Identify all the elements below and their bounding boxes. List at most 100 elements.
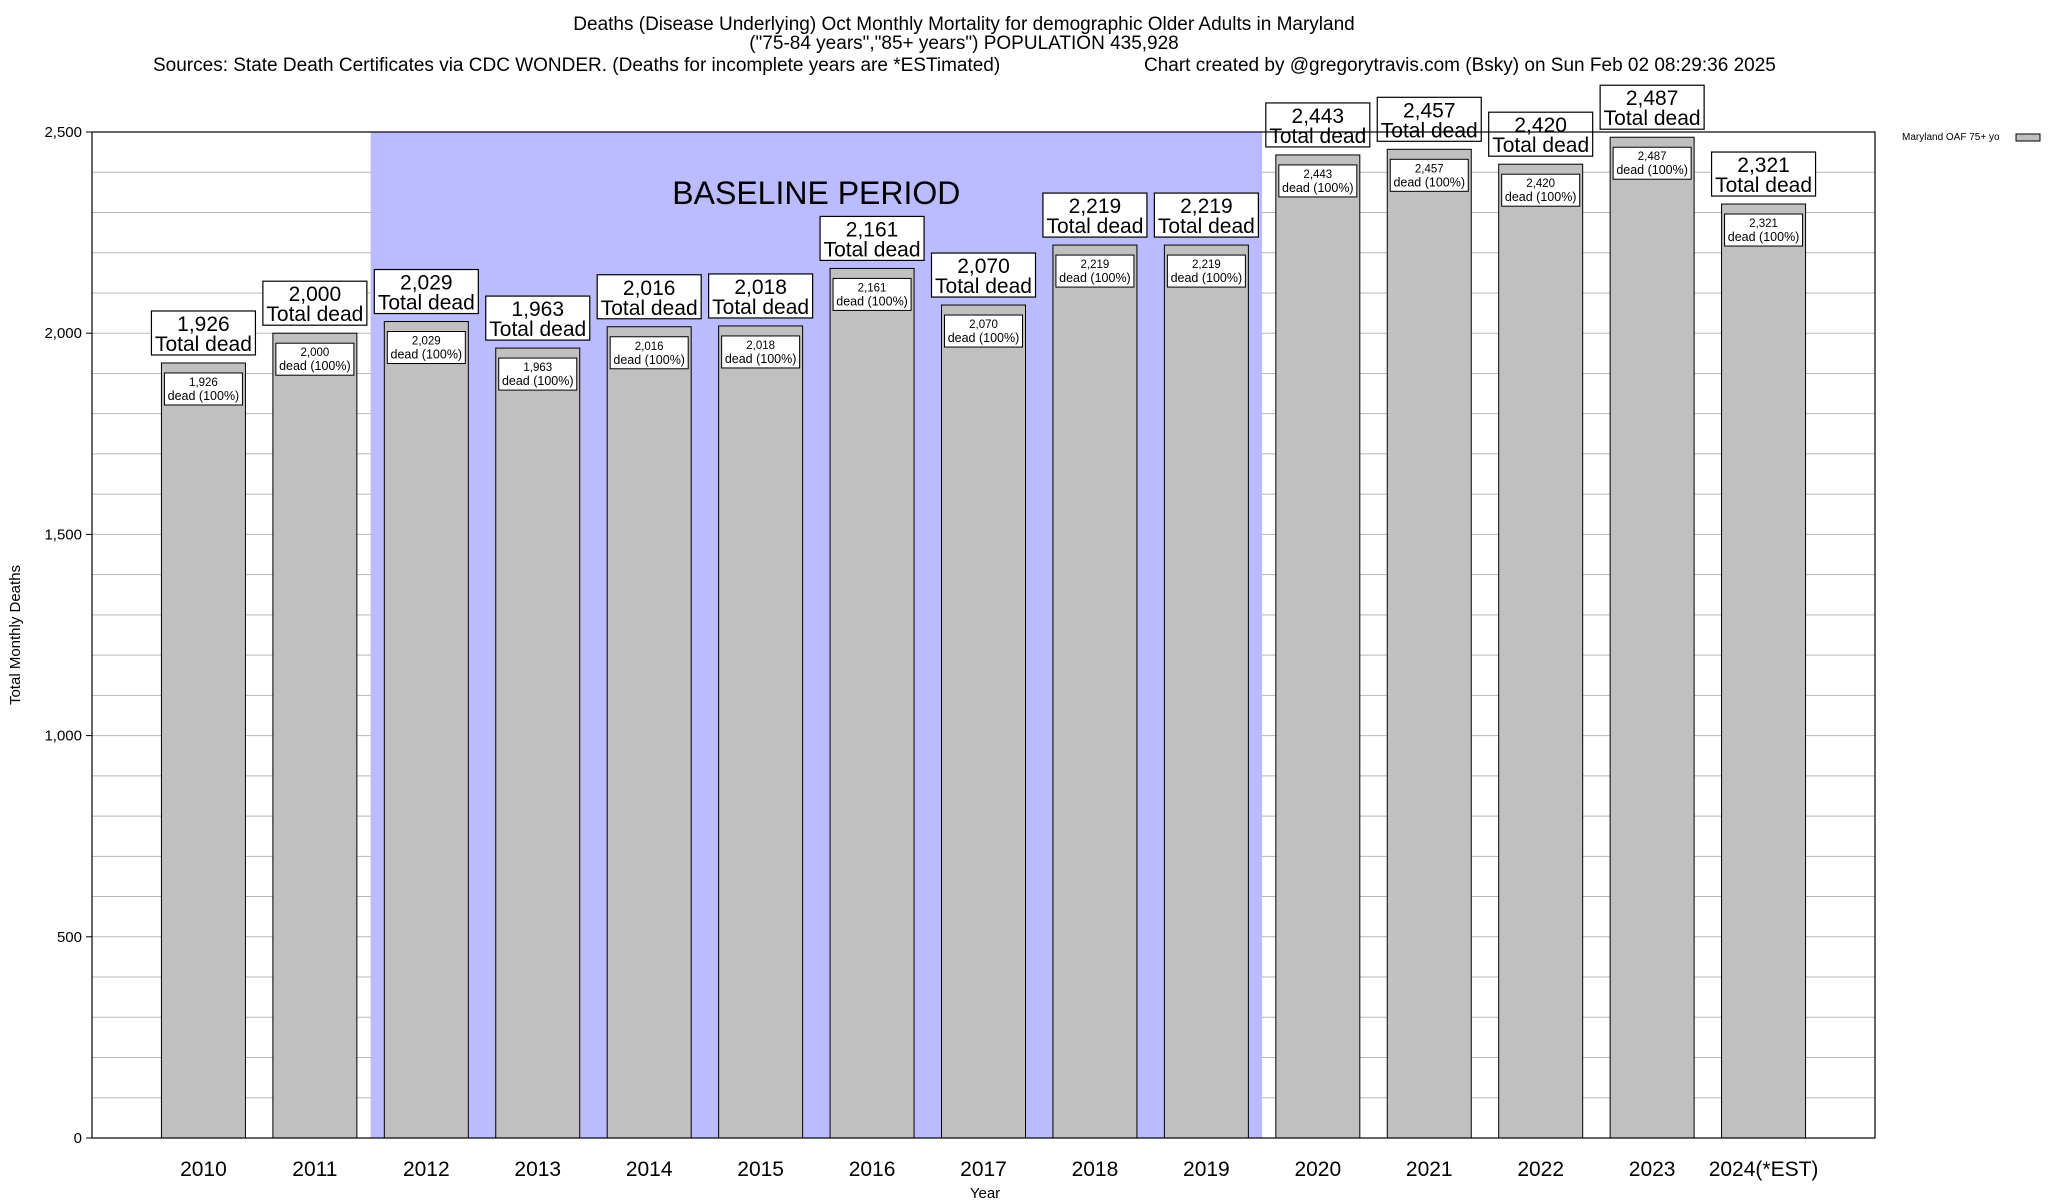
x-tick-label: 2018 bbox=[1072, 1158, 1119, 1181]
inner-percent-label: dead (100%) bbox=[725, 352, 797, 366]
top-label-box bbox=[1042, 192, 1148, 238]
top-suffix-label: Total dead bbox=[155, 333, 252, 356]
top-label-box bbox=[708, 273, 814, 319]
inner-value-label: 2,018 bbox=[746, 340, 775, 352]
top-suffix-label: Total dead bbox=[1269, 125, 1366, 148]
top-value-label: 2,219 bbox=[1180, 195, 1233, 218]
inner-percent-label: dead (100%) bbox=[836, 294, 908, 308]
top-suffix-label: Total dead bbox=[935, 275, 1032, 298]
y-tick-label: 0 bbox=[74, 1130, 82, 1147]
inner-label-box bbox=[944, 314, 1023, 348]
x-axis-label: Year bbox=[970, 1185, 1000, 1200]
top-label-box bbox=[1488, 111, 1594, 157]
inner-percent-label: dead (100%) bbox=[391, 348, 463, 362]
x-tick-label: 2014 bbox=[626, 1158, 673, 1181]
inner-percent-label: dead (100%) bbox=[948, 331, 1020, 345]
top-label-box bbox=[485, 295, 591, 341]
chart-title-line-1: Deaths (Disease Underlying) Oct Monthly … bbox=[573, 14, 1355, 35]
inner-label-box bbox=[721, 335, 801, 369]
top-label-box bbox=[1265, 102, 1371, 148]
inner-label-box bbox=[1278, 164, 1358, 198]
inner-label-box bbox=[1055, 254, 1135, 288]
top-value-label: 2,000 bbox=[289, 283, 342, 306]
inner-percent-label: dead (100%) bbox=[1393, 175, 1465, 189]
inner-value-label: 2,219 bbox=[1081, 259, 1110, 271]
inner-percent-label: dead (100%) bbox=[1171, 271, 1243, 285]
top-suffix-label: Total dead bbox=[712, 296, 809, 319]
top-value-label: 2,219 bbox=[1069, 195, 1122, 218]
inner-percent-label: dead (100%) bbox=[502, 374, 574, 388]
top-value-label: 2,443 bbox=[1292, 105, 1345, 128]
chart-title-line-2: ("75-84 years","85+ years") POPULATION 4… bbox=[749, 33, 1179, 54]
top-suffix-label: Total dead bbox=[1715, 174, 1812, 197]
top-label-box bbox=[1153, 192, 1259, 238]
top-value-label: 2,457 bbox=[1403, 99, 1456, 122]
inner-percent-label: dead (100%) bbox=[279, 359, 351, 373]
x-tick-label: 2023 bbox=[1629, 1158, 1676, 1181]
x-tick-label: 2013 bbox=[514, 1158, 561, 1181]
top-label-box bbox=[1376, 96, 1482, 142]
legend-label: Maryland OAF 75+ yo bbox=[1902, 132, 2000, 143]
inner-value-label: 2,219 bbox=[1192, 259, 1221, 271]
inner-value-label: 2,321 bbox=[1749, 218, 1778, 230]
inner-value-label: 1,926 bbox=[189, 377, 218, 389]
inner-value-label: 1,963 bbox=[523, 362, 552, 374]
top-label-box bbox=[1710, 151, 1817, 197]
bar-2019 bbox=[1163, 244, 1249, 1139]
bar-2012 bbox=[383, 321, 469, 1139]
inner-percent-label: dead (100%) bbox=[1282, 181, 1354, 195]
x-tick-label: 2019 bbox=[1183, 1158, 1230, 1181]
inner-label-box bbox=[832, 277, 912, 311]
inner-percent-label: dead (100%) bbox=[1505, 190, 1577, 204]
y-tick-label: 500 bbox=[57, 929, 82, 946]
x-tick-label: 2012 bbox=[403, 1158, 450, 1181]
bar-2011 bbox=[272, 332, 358, 1139]
top-suffix-label: Total dead bbox=[1604, 107, 1701, 130]
top-value-label: 2,070 bbox=[957, 255, 1010, 278]
top-value-label: 2,029 bbox=[400, 272, 453, 295]
top-suffix-label: Total dead bbox=[266, 303, 363, 326]
bar-2015 bbox=[718, 325, 804, 1139]
top-suffix-label: Total dead bbox=[1158, 215, 1255, 238]
chart-sources-note: Sources: State Death Certificates via CD… bbox=[153, 55, 1001, 76]
inner-label-box bbox=[1166, 254, 1246, 288]
bar-2017 bbox=[941, 304, 1026, 1139]
inner-value-label: 2,016 bbox=[635, 341, 664, 353]
top-suffix-label: Total dead bbox=[824, 238, 921, 261]
top-suffix-label: Total dead bbox=[378, 292, 475, 315]
top-suffix-label: Total dead bbox=[1492, 134, 1589, 157]
top-suffix-label: Total dead bbox=[1046, 215, 1143, 238]
bar-2020 bbox=[1275, 154, 1361, 1139]
inner-label-box bbox=[163, 372, 243, 406]
chart-credit-note: Chart created by @gregorytravis.com (Bsk… bbox=[1144, 55, 1776, 76]
x-tick-label: 2024(*EST) bbox=[1709, 1158, 1819, 1181]
top-value-label: 2,016 bbox=[623, 277, 676, 300]
top-value-label: 2,487 bbox=[1626, 87, 1679, 110]
inner-percent-label: dead (100%) bbox=[613, 353, 685, 367]
x-tick-label: 2010 bbox=[180, 1158, 227, 1181]
inner-label-box bbox=[1501, 173, 1581, 207]
x-tick-label: 2021 bbox=[1406, 1158, 1453, 1181]
inner-value-label: 2,487 bbox=[1638, 151, 1667, 163]
inner-value-label: 2,029 bbox=[412, 336, 441, 348]
bar-2021 bbox=[1386, 148, 1472, 1139]
inner-percent-label: dead (100%) bbox=[168, 389, 240, 403]
x-tick-label: 2017 bbox=[960, 1158, 1007, 1181]
y-tick-label: 1,000 bbox=[44, 728, 82, 745]
x-tick-label: 2020 bbox=[1294, 1158, 1341, 1181]
x-tick-label: 2015 bbox=[737, 1158, 784, 1181]
bar-2013 bbox=[495, 347, 581, 1139]
inner-value-label: 2,161 bbox=[858, 282, 887, 294]
baseline-period-label: BASELINE PERIOD bbox=[672, 175, 960, 211]
inner-label-box bbox=[386, 331, 466, 365]
inner-percent-label: dead (100%) bbox=[1616, 163, 1688, 177]
inner-label-box bbox=[498, 357, 578, 391]
bar-2022 bbox=[1498, 163, 1584, 1139]
legend: Maryland OAF 75+ yo bbox=[1902, 132, 2041, 143]
top-suffix-label: Total dead bbox=[489, 318, 586, 341]
inner-value-label: 2,443 bbox=[1303, 169, 1332, 181]
inner-label-box bbox=[1724, 213, 1804, 247]
top-suffix-label: Total dead bbox=[601, 297, 698, 320]
